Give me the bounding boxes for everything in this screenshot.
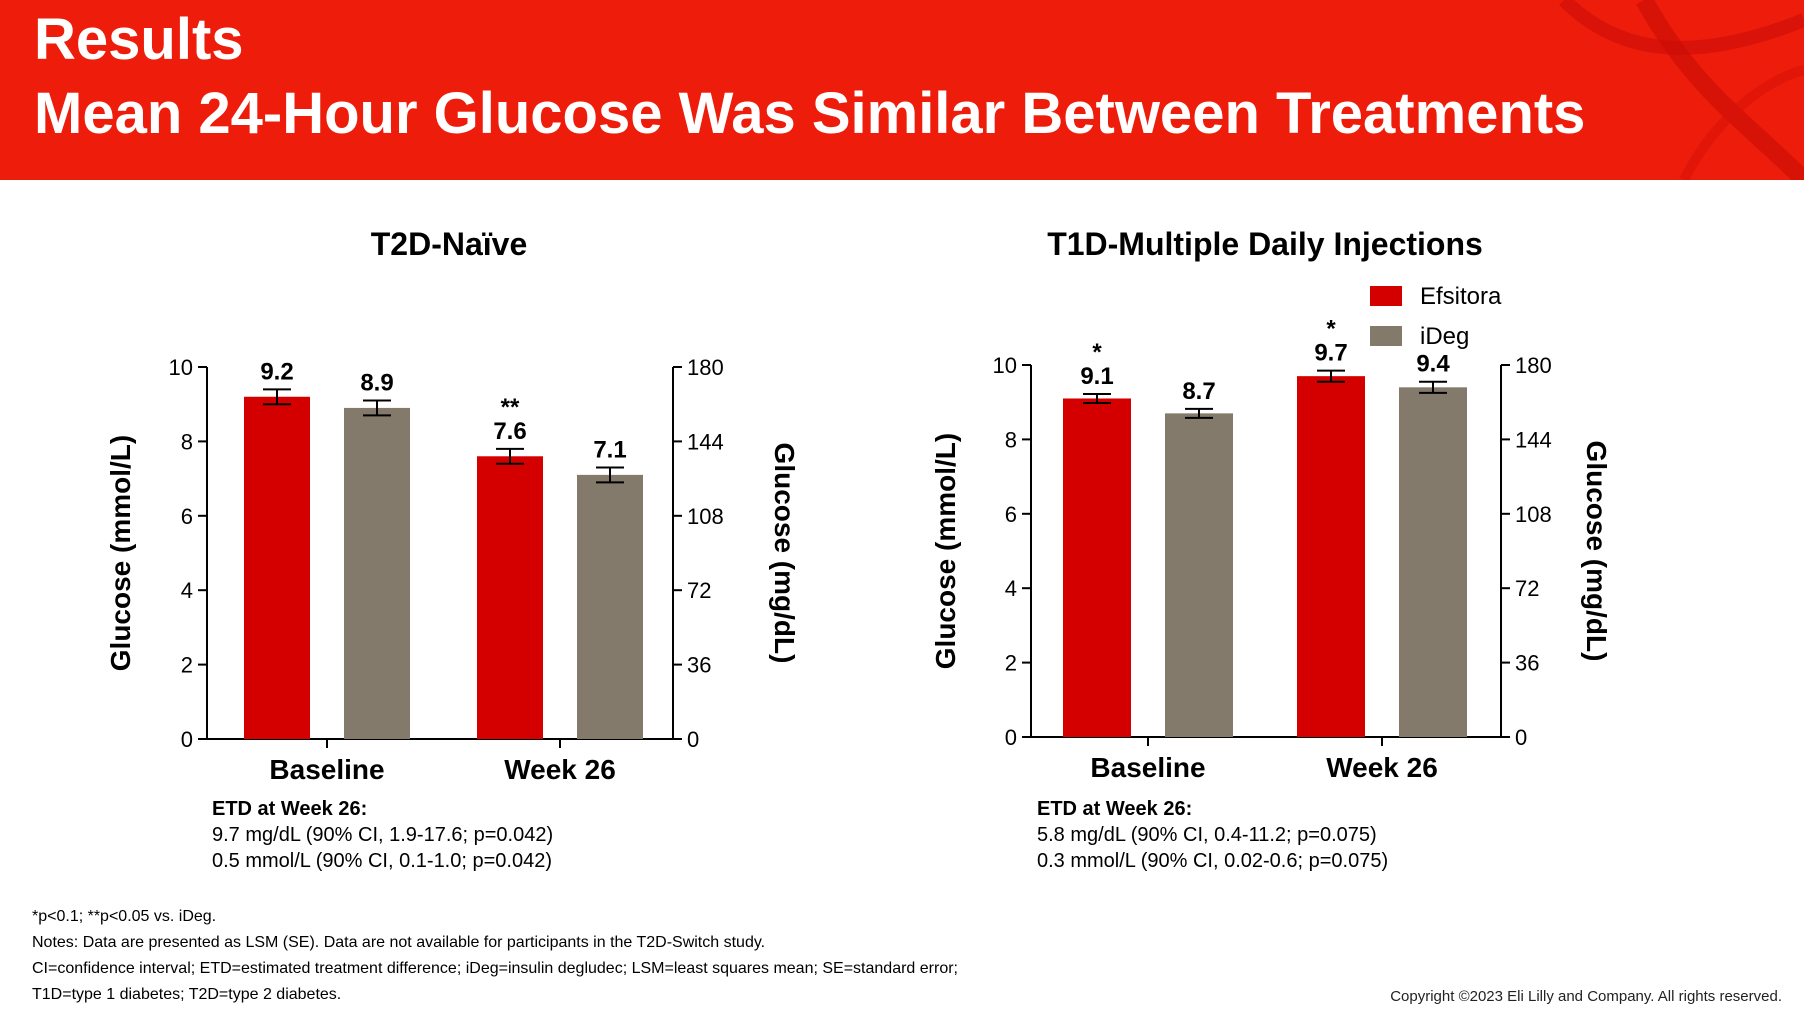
footnote-notes: Notes: Data are presented as LSM (SE). D… [32,934,766,951]
y-tick-label-right: 180 [687,355,724,380]
bar [1165,413,1233,737]
y-axis-label-right: Glucose (mg/dL) [769,443,800,664]
y-tick-label-right: 144 [1515,427,1552,452]
footnote-abbreviations: CI=confidence interval; ETD=estimated tr… [32,960,958,977]
significance-marker: * [1092,339,1102,366]
legend-swatch [1370,326,1402,346]
bar [1063,398,1131,737]
legend-swatch [1370,286,1402,306]
chart-title: T2D-Naïve [371,226,528,262]
y-tick-label-right: 36 [687,653,711,678]
y-tick-label-left: 2 [181,653,193,678]
footnote-abbreviations-cont: T1D=type 1 diabetes; T2D=type 2 diabetes… [32,986,342,1003]
header-banner: Results Mean 24-Hour Glucose Was Similar… [0,0,1804,180]
etd-line-mgdl: 9.7 mg/dL (90% CI, 1.9-17.6; p=0.042) [212,824,554,846]
copyright-notice: Copyright ©2023 Eli Lilly and Company. A… [1390,988,1782,1005]
x-tick-label: Week 26 [504,754,616,785]
x-tick-label: Week 26 [1326,752,1438,783]
dna-helix-decoration [1559,0,1804,180]
chart-title: T1D-Multiple Daily Injections [1047,226,1483,262]
etd-heading: ETD at Week 26: [212,798,368,820]
y-axis-label-left: Glucose (mmol/L) [930,433,961,669]
bar [577,474,643,739]
data-label: 9.4 [1416,351,1450,378]
bar [344,407,410,739]
y-tick-label-right: 108 [1515,502,1552,527]
y-axis-label-left: Glucose (mmol/L) [105,435,136,671]
data-label: 9.7 [1314,340,1347,367]
x-tick-label: Baseline [1090,752,1205,783]
bar [477,456,543,739]
y-tick-label-right: 144 [687,429,724,454]
y-tick-label-left: 0 [181,727,193,752]
y-tick-label-left: 4 [1005,576,1017,601]
y-tick-label-left: 8 [1005,427,1017,452]
x-tick-label: Baseline [269,754,384,785]
y-tick-label-right: 180 [1515,353,1552,378]
data-label: 9.1 [1080,363,1113,390]
data-label: 8.9 [360,369,393,396]
y-axis-label-right: Glucose (mg/dL) [1581,441,1612,662]
y-tick-label-right: 36 [1515,651,1539,676]
y-tick-label-left: 4 [181,578,193,603]
y-tick-label-right: 108 [687,504,724,529]
etd-heading: ETD at Week 26: [1037,798,1193,820]
y-tick-label-right: 72 [1515,576,1539,601]
y-tick-label-right: 72 [687,578,711,603]
bar [1399,387,1467,737]
data-label: 7.1 [593,436,626,463]
etd-line-mgdl: 5.8 mg/dL (90% CI, 0.4-11.2; p=0.075) [1037,824,1377,846]
footnotes: *p<0.1; **p<0.05 vs. iDeg. Notes: Data a… [32,904,958,1008]
y-tick-label-left: 10 [169,355,193,380]
etd-line-mmol: 0.3 mmol/L (90% CI, 0.02-0.6; p=0.075) [1037,850,1389,872]
significance-marker: * [1326,316,1336,343]
etd-line-mmol: 0.5 mmol/L (90% CI, 0.1-1.0; p=0.042) [212,850,552,872]
y-tick-label-right: 0 [1515,725,1527,750]
y-tick-label-left: 10 [993,353,1017,378]
data-label: 9.2 [260,358,293,385]
page-title: Results [34,7,244,72]
bar [1297,376,1365,737]
y-tick-label-left: 2 [1005,651,1017,676]
y-tick-label-left: 0 [1005,725,1017,750]
legend-label: Efsitora [1420,283,1502,310]
page-subtitle: Mean 24-Hour Glucose Was Similar Between… [34,81,1586,146]
y-tick-label-left: 6 [181,504,193,529]
y-tick-label-left: 6 [1005,502,1017,527]
y-tick-label-left: 8 [181,429,193,454]
bar [244,396,310,739]
data-label: 8.7 [1182,378,1215,405]
etd-block-t1d: ETD at Week 26: 5.8 mg/dL (90% CI, 0.4-1… [1037,796,1388,874]
etd-block-t2d: ETD at Week 26: 9.7 mg/dL (90% CI, 1.9-1… [212,796,553,874]
significance-marker: ** [501,394,520,421]
y-tick-label-right: 0 [687,727,699,752]
legend-label: iDeg [1420,323,1469,350]
footnote-significance: *p<0.1; **p<0.05 vs. iDeg. [32,908,217,925]
data-label: 7.6 [493,418,526,445]
